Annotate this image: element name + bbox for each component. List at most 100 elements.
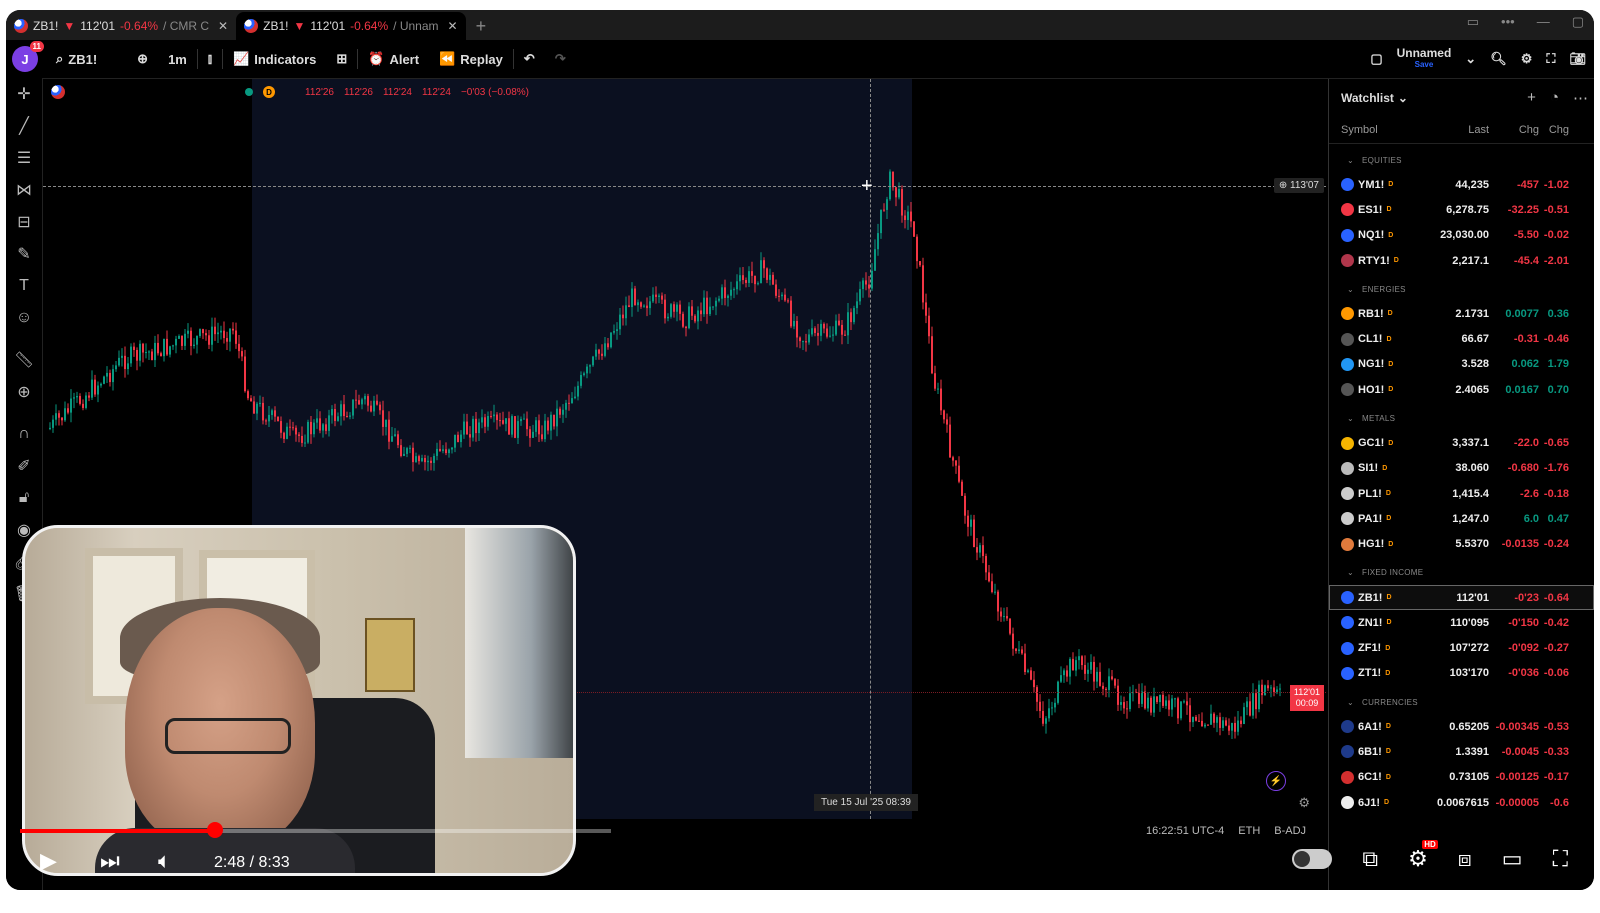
symbol-search-button[interactable]: ⌕ ZB1! — [46, 51, 107, 67]
redo-button[interactable]: ↷ — [545, 51, 576, 67]
chevron-down-icon[interactable]: ⌄ — [1397, 91, 1408, 105]
clock-time[interactable]: 16:22:51 UTC-4 — [1146, 825, 1225, 837]
ruler-icon[interactable]: 📏︎ — [13, 352, 35, 369]
compare-button[interactable]: ⊕ — [127, 51, 158, 67]
candle-body — [718, 298, 720, 301]
watchlist-row[interactable]: PA1! D 1,247.0 6.0 0.47 — [1329, 506, 1594, 531]
browser-tab-1[interactable]: ZB1! ▼ 112'01 -0.64% / CMR C ✕ — [6, 12, 236, 40]
watchlist-row[interactable]: GC1! D 3,337.1 -22.0 -0.65 — [1329, 430, 1594, 455]
monitor-icon[interactable]: ▭ — [1466, 14, 1480, 29]
video-frame[interactable]: ZB1! ▼ 112'01 -0.64% / CMR C ✕ ZB1! ▼ 11… — [6, 10, 1594, 890]
emoji-icon[interactable]: ☺ — [15, 309, 33, 326]
maximize-icon[interactable]: ▢ — [1571, 14, 1584, 29]
chevron-down-icon[interactable]: ⌄ — [1465, 51, 1477, 66]
settings-icon[interactable]: ⚙ — [1520, 51, 1533, 66]
play-icon[interactable]: ▶ — [40, 848, 57, 873]
bolt-icon[interactable]: ⚡ — [1266, 771, 1286, 791]
more-icon[interactable]: ••• — [1501, 14, 1515, 29]
pattern-icon[interactable]: ⋈ — [16, 182, 32, 199]
layout-name-button[interactable]: Unnamed Save — [1397, 47, 1452, 71]
avatar[interactable]: J 11 — [12, 41, 44, 72]
adjustment-label[interactable]: B-ADJ — [1274, 825, 1307, 837]
fullscreen-icon[interactable]: ⛶ — [1552, 846, 1568, 871]
quick-search-icon[interactable]: 🔍︎ — [1490, 51, 1507, 66]
video-progress-bar[interactable] — [20, 829, 215, 833]
watchlist-row[interactable]: NQ1! D 23,030.00 -5.50 -0.02 — [1329, 223, 1594, 248]
watchlist-row[interactable]: 6B1! D 1.3391 -0.0045 -0.33 — [1329, 739, 1594, 764]
volume-icon[interactable]: 🔈︎ — [158, 848, 172, 873]
watchlist-row[interactable]: 6A1! D 0.65205 -0.00345 -0.53 — [1329, 714, 1594, 739]
watchlist-row[interactable]: NG1! D 3.528 0.062 1.79 — [1329, 352, 1594, 377]
new-tab-icon[interactable]: + — [475, 15, 487, 36]
templates-button[interactable]: ⊞ — [326, 51, 357, 67]
watchlist-row[interactable]: RTY1! D 2,217.1 -45.4 -2.01 — [1329, 248, 1594, 273]
trendline-icon[interactable]: ╱ — [19, 118, 29, 135]
theater-mode-icon[interactable]: ▭ — [1501, 846, 1523, 871]
watchlist-section-header[interactable]: ⌄ CURRENCIES — [1329, 690, 1594, 714]
fullscreen-icon[interactable]: ⛶ — [1546, 51, 1556, 66]
undo-button[interactable]: ↶ — [514, 51, 545, 67]
interval-button[interactable]: 1m — [158, 52, 197, 67]
video-scrubber[interactable] — [207, 822, 223, 838]
symbol-name: HO1! — [1358, 383, 1385, 396]
zoom-icon[interactable]: ⊕ — [17, 384, 31, 401]
watchlist-section-header[interactable]: ⌄ ENERGIES — [1329, 277, 1594, 301]
watchlist-row[interactable]: PL1! D 1,415.4 -2.6 -0.18 — [1329, 481, 1594, 506]
miniplayer-icon[interactable]: ⧈ — [1457, 846, 1472, 871]
magnet-icon[interactable]: ∩ — [18, 425, 30, 442]
next-icon[interactable]: ⏭ — [100, 848, 120, 873]
column-chg[interactable]: Chg — [1518, 124, 1539, 136]
watchlist-row[interactable]: RB1! D 2.1731 0.0077 0.36 — [1329, 301, 1594, 326]
camera-icon[interactable]: 📷︎ — [1569, 51, 1586, 66]
row-chg: 0.062 — [1511, 358, 1539, 371]
watchlist-row[interactable]: ZT1! D 103'170 -0'036 -0.06 — [1329, 661, 1594, 686]
fib-lines-icon[interactable]: ☰ — [16, 150, 32, 167]
more-icon[interactable]: ⋯ — [1573, 90, 1588, 107]
add-alert-icon[interactable]: ⊕ — [1278, 180, 1288, 191]
watchlist-section-header[interactable]: ⌄ METALS — [1329, 406, 1594, 430]
watchlist-section-header[interactable]: ⌄ EQUITIES — [1329, 148, 1594, 172]
symbol-name: CL1! — [1358, 333, 1383, 346]
layout-square-icon[interactable]: ▢ — [1370, 51, 1383, 66]
lock-drawing-icon[interactable]: ✐ — [17, 458, 31, 475]
watchlist-row[interactable]: ZB1! D 112'01 -0'23 -0.64 — [1329, 584, 1594, 611]
column-symbol[interactable]: Symbol — [1341, 124, 1378, 136]
watchlist-columns: Symbol Last Chg Chg — [1329, 117, 1594, 144]
add-symbol-icon[interactable]: + — [1527, 89, 1536, 106]
column-last[interactable]: Last — [1468, 124, 1489, 136]
indicators-button[interactable]: 📈 Indicators — [223, 51, 326, 67]
watchlist-title[interactable]: Watchlist — [1341, 91, 1394, 105]
divider — [357, 49, 359, 69]
minimize-icon[interactable]: — — [1536, 14, 1550, 29]
alert-button[interactable]: ⏰ Alert — [358, 51, 429, 67]
chart-settings-icon[interactable]: ⚙ — [1298, 795, 1310, 810]
clock-icon[interactable]: ◔ — [1549, 89, 1559, 106]
replay-button[interactable]: ⏪ Replay — [429, 51, 513, 67]
browser-tab-2[interactable]: ZB1! ▼ 112'01 -0.64% / Unnam ✕ — [236, 12, 466, 40]
text-icon[interactable]: T — [19, 277, 29, 294]
session-label[interactable]: ETH — [1238, 825, 1261, 837]
video-buffer-bar[interactable] — [20, 829, 611, 833]
watchlist-row[interactable]: ZN1! D 110'095 -0'150 -0.42 — [1329, 610, 1594, 635]
watchlist-row[interactable]: ZF1! D 107'272 -0'092 -0.27 — [1329, 635, 1594, 660]
projection-icon[interactable]: ⊟ — [17, 214, 31, 231]
watchlist-row[interactable]: YM1! D 44,235 -457 -1.02 — [1329, 172, 1594, 197]
watchlist-row[interactable]: 6C1! D 0.73105 -0.00125 -0.17 — [1329, 765, 1594, 790]
watchlist-row[interactable]: HO1! D 2.4065 0.0167 0.70 — [1329, 377, 1594, 402]
close-icon[interactable]: ✕ — [218, 19, 229, 33]
lock-icon[interactable]: 🔓︎ — [18, 489, 30, 506]
chart-type-button[interactable]: ⫾ — [198, 51, 222, 67]
watchlist-row[interactable]: SI1! D 38.060 -0.680 -1.76 — [1329, 456, 1594, 481]
watchlist-row[interactable]: ES1! D 6,278.75 -32.25 -0.51 — [1329, 197, 1594, 222]
watchlist-row[interactable]: HG1! D 5.5370 -0.0135 -0.24 — [1329, 532, 1594, 557]
watchlist-row[interactable]: CL1! D 66.67 -0.31 -0.46 — [1329, 326, 1594, 351]
watchlist-section-header[interactable]: ⌄ FIXED INCOME — [1329, 561, 1594, 585]
close-icon[interactable]: ✕ — [447, 19, 458, 33]
settings-gear-icon[interactable]: ⚙ HD — [1408, 840, 1438, 871]
column-chg-pct[interactable]: Chg — [1548, 124, 1569, 136]
subtitles-icon[interactable]: ⧉ — [1362, 846, 1379, 871]
watchlist-row[interactable]: 6J1! D 0.0067615 -0.00005 -0.6 — [1329, 790, 1594, 815]
brush-icon[interactable]: ✎ — [17, 246, 31, 263]
crosshair-icon[interactable]: ✛ — [17, 86, 31, 103]
autoplay-toggle[interactable] — [1292, 849, 1333, 869]
